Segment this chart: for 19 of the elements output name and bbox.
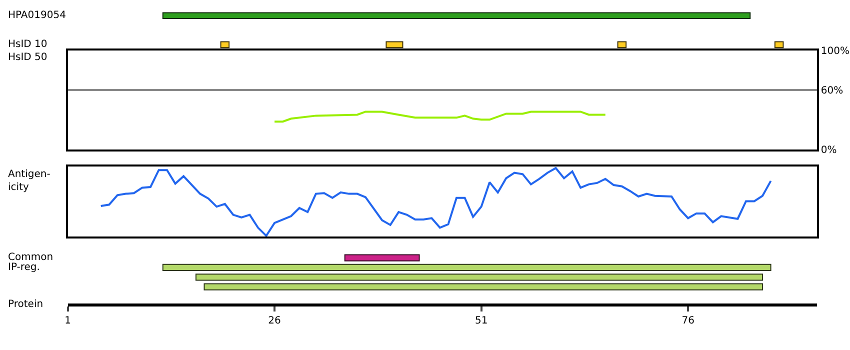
- x-axis-title: Protein: [8, 299, 44, 310]
- bar: [162, 264, 772, 272]
- y-tick-label: IP-reg.: [8, 262, 40, 273]
- y-axis-title: Antigen- icity: [8, 169, 51, 193]
- y-tick-label: HPA019054: [8, 10, 66, 21]
- y-axis-title: HsID 50: [8, 52, 48, 63]
- bar: [204, 283, 764, 290]
- x-tick-label: 26: [268, 315, 281, 326]
- x-tick-label: 1: [64, 315, 71, 326]
- y-tick-label: 0%: [820, 144, 837, 156]
- bar: [195, 274, 764, 281]
- y-tick-label: 60%: [820, 86, 844, 97]
- x-tick-label: 76: [682, 315, 694, 326]
- y-tick-label: 100%: [820, 46, 850, 57]
- line-series: [274, 110, 606, 123]
- y-tick-label: Common: [8, 252, 54, 263]
- bar: [344, 254, 420, 262]
- x-tick-label: 51: [474, 315, 488, 326]
- y-tick-label: HsID 10: [8, 39, 48, 50]
